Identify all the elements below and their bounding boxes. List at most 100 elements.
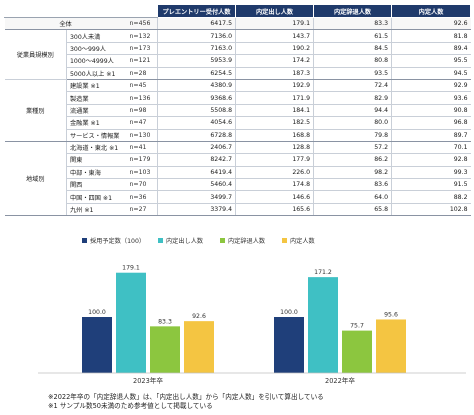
row-sample-size: n=132: [126, 29, 159, 43]
cell-offers-declined: 80.8: [313, 54, 393, 68]
cell-preentry: 5460.4: [157, 178, 237, 192]
legend-label: 採用予定数（100）: [90, 237, 145, 245]
legend-label: 内定辞退人数: [228, 237, 266, 245]
table-row: 業種別 建設業 ※1 n=45 4380.9 192.9 72.4 92.9: [4, 79, 471, 142]
cell-offers-made: 143.7: [235, 29, 315, 43]
cell-offers-declined: 72.4: [313, 79, 393, 93]
bar-chart: 採用予定数（100） 内定出し人数 内定辞退人数 内定人数 100.0 179.1 83.…: [38, 237, 466, 385]
row-label: 中国・四国 ※1: [66, 190, 127, 204]
value-label: 100.0: [88, 309, 106, 316]
table-row: サービス・情報業 n=130 6728.8 168.8 79.8 89.7: [5, 129, 471, 142]
row-sample-size: n=130: [126, 129, 159, 142]
legend-label: 内定人数: [290, 237, 316, 245]
bar-2-1: [274, 317, 304, 373]
table-row: 製造業 n=136 9368.6 171.9 82.9 93.6: [5, 91, 471, 105]
value-label: 75.7: [350, 323, 364, 330]
value-label: 83.3: [158, 318, 172, 325]
row-label: サービス・情報業: [66, 129, 127, 142]
cell-preentry: 4380.9: [157, 79, 237, 93]
row-sample-size: n=70: [126, 178, 159, 192]
cell-offers-accepted: 88.2: [391, 190, 471, 204]
group-label-industry: 業種別: [4, 79, 67, 142]
table-row: 全体 n=456 6417.5 179.1 83.3 92.6: [4, 17, 471, 31]
cell-offers-declined: 64.0: [313, 190, 393, 204]
row-label: 製造業: [66, 91, 127, 105]
cell-offers-made: 128.8: [235, 141, 315, 155]
cell-offers-accepted: 99.3: [391, 166, 471, 180]
cell-offers-accepted: 102.8: [391, 203, 471, 217]
row-sample-size: n=47: [126, 116, 159, 130]
table-row: 300～999人 n=173 7163.0 190.2 84.5 89.4: [5, 42, 471, 56]
table-row: 5000人以上 ※1 n=28 6254.5 187.3 93.5 94.5: [5, 67, 471, 80]
cell-preentry: 4054.6: [157, 116, 237, 130]
header-preentry: プレエントリー受付人数: [157, 4, 237, 18]
chart-legend: 採用予定数（100） 内定出し人数 内定辞退人数 内定人数: [82, 237, 316, 245]
cell-offers-declined: 61.5: [313, 29, 393, 43]
cell-offers-made: 177.9: [235, 153, 315, 167]
table-row: 関東 n=179 8242.7 177.9 86.2 92.8: [5, 153, 471, 167]
cell-offers-made: 226.0: [235, 166, 315, 180]
cell-offers-declined: 86.2: [313, 153, 393, 167]
cell-offers-made: 174.2: [235, 54, 315, 68]
cell-offers-declined: 79.8: [313, 129, 393, 142]
row-sample-size: n=41: [126, 141, 159, 155]
cell-preentry: 6417.5: [157, 17, 237, 31]
bar-2-4: [376, 319, 406, 373]
table-row: 地域別 北海道・東北 ※1 n=41 2406.7 128.8 57.2 70.…: [4, 141, 471, 217]
row-sample-size: n=98: [126, 104, 159, 118]
cell-offers-declined: 94.4: [313, 104, 393, 118]
row-label: 関西: [66, 178, 127, 192]
footnote-sample-size: ※1 サンプル数50未満のため参考値として掲載している: [48, 402, 213, 410]
bar-2-3: [342, 330, 372, 373]
table-header-row: プレエントリー受付人数 内定出し人数 内定辞退人数 内定人数: [3, 4, 472, 18]
cell-offers-accepted: 81.8: [391, 29, 471, 43]
cell-offers-made: 146.6: [235, 190, 315, 204]
row-label: 流通業: [66, 104, 127, 118]
cell-preentry: 5508.8: [157, 104, 237, 118]
footnote-calculation: ※2022年卒の「内定辞退人数」は、「内定出し人数」から「内定人数」を引いて算出…: [48, 393, 324, 401]
row-sample-size: n=173: [126, 42, 159, 56]
row-sample-size: n=179: [126, 153, 159, 167]
row-label: 建設業 ※1: [66, 79, 127, 93]
cell-preentry: 6728.8: [157, 129, 237, 142]
cell-offers-made: 190.2: [235, 42, 315, 56]
cell-offers-made: 187.3: [235, 67, 315, 80]
cell-offers-accepted: 92.8: [391, 153, 471, 167]
bar-1-3: [150, 326, 180, 373]
row-label: 1000～4999人: [66, 54, 127, 68]
category-label: 2023年卒: [133, 376, 163, 385]
table-row: 金融業 ※1 n=47 4054.6 182.5 80.0 96.8: [5, 116, 471, 130]
cell-offers-declined: 65.8: [313, 203, 393, 217]
cell-offers-made: 168.8: [235, 129, 315, 142]
value-label: 171.2: [314, 269, 332, 276]
row-sample-size: n=456: [126, 17, 159, 31]
bar-1-4: [184, 321, 214, 373]
cell-offers-declined: 80.0: [313, 116, 393, 130]
cell-offers-declined: 82.9: [313, 91, 393, 105]
legend-swatch: [282, 238, 287, 243]
row-sample-size: n=36: [126, 190, 159, 204]
cell-preentry: 6419.4: [157, 166, 237, 180]
cell-preentry: 3499.7: [157, 190, 237, 204]
chart-category-labels: 2023年卒 2022年卒: [133, 376, 355, 385]
row-sample-size: n=103: [126, 166, 159, 180]
header-offers-accepted: 内定人数: [391, 4, 472, 18]
cell-offers-made: 184.1: [235, 104, 315, 118]
row-sample-size: n=27: [126, 203, 159, 217]
cell-preentry: 9368.6: [157, 91, 237, 105]
table-row: 九州 ※1 n=27 3379.4 165.6 65.8 102.8: [5, 203, 471, 217]
table-row: 流通業 n=98 5508.8 184.1 94.4 90.8: [5, 104, 471, 118]
bar-2-2: [308, 277, 338, 373]
row-sample-size: n=45: [126, 79, 159, 93]
cell-preentry: 2406.7: [157, 141, 237, 155]
bar-1-2: [116, 272, 146, 373]
table-row: 中部・東海 n=103 6419.4 226.0 98.2 99.3: [5, 166, 471, 180]
cell-offers-made: 192.9: [235, 79, 315, 93]
category-label: 2022年卒: [325, 376, 355, 385]
cell-offers-declined: 83.6: [313, 178, 393, 192]
cell-offers-accepted: 89.4: [391, 42, 471, 56]
cell-offers-accepted: 89.7: [391, 129, 471, 142]
cell-preentry: 6254.5: [157, 67, 237, 80]
table-row: 従業員規模別 300人未満 n=132 7136.0 143.7 61.5 81…: [4, 29, 471, 80]
cell-offers-accepted: 92.6: [391, 17, 471, 31]
